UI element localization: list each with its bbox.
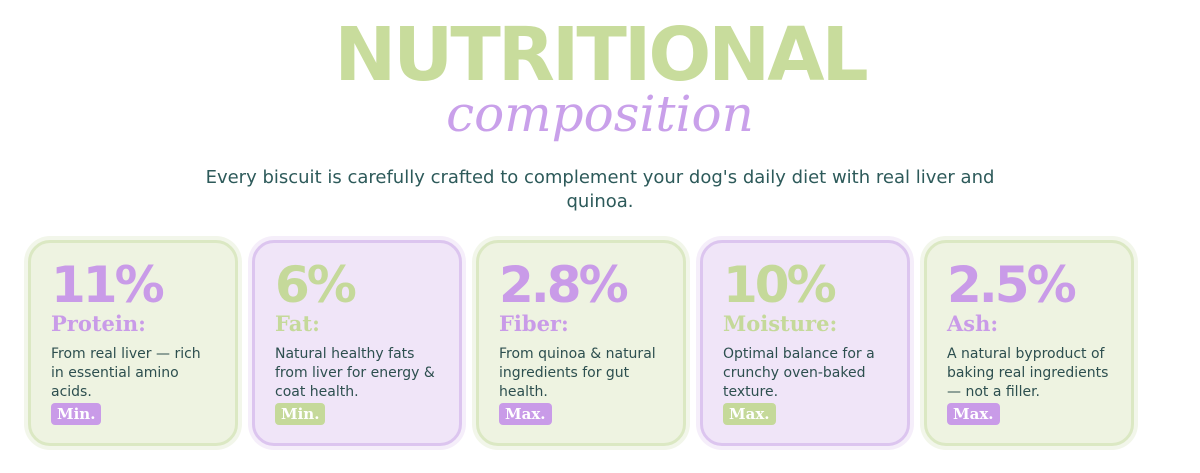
nutrient-value: 6% <box>275 256 357 314</box>
nutrient-card: 11% Protein: From real liver — rich in ess… <box>28 240 238 446</box>
subtitle: composition <box>446 85 754 143</box>
description: Every biscuit is carefully crafted to co… <box>205 167 995 212</box>
nutrient-card: 2.8% Fiber: From quinoa & natural ingredie… <box>476 240 686 446</box>
nutrient-badge: Max. <box>723 403 776 425</box>
nutrient-badge: Min. <box>275 403 326 425</box>
nutrient-label: Fiber: <box>499 311 569 336</box>
nutrient-badge: Max. <box>947 403 1000 425</box>
nutrient-label: Fat: <box>275 311 320 336</box>
nutrient-card: 6% Fat: Natural healthy fats from liver fo… <box>252 240 462 446</box>
cards: 11% Protein: From real liver — rich in ess… <box>28 240 1134 446</box>
nutrient-badge: Min. <box>51 403 102 425</box>
nutrient-text: From quinoa & natural ingredients for gu… <box>499 346 656 400</box>
nutrient-value: 2.8% <box>499 256 629 314</box>
nutrient-card: 10% Moisture: Optimal balance for a crunch… <box>700 240 910 446</box>
nutrient-label: Ash: <box>947 311 999 336</box>
title: NUTRITIONAL <box>334 12 868 98</box>
nutrient-text: A natural byproduct of baking real ingre… <box>947 346 1109 400</box>
nutrient-text: From real liver — rich in essential amin… <box>51 346 201 400</box>
nutrient-badge: Max. <box>499 403 552 425</box>
nutrient-value: 10% <box>723 256 837 314</box>
nutrient-label: Moisture: <box>723 311 838 336</box>
nutrient-value: 2.5% <box>947 256 1077 314</box>
nutrient-label: Protein: <box>51 311 146 336</box>
nutrient-text: Optimal balance for a crunchy oven-baked… <box>723 346 875 400</box>
nutrient-text: Natural healthy fats from liver for ener… <box>275 346 435 400</box>
nutrient-card: 2.5% Ash: A natural byproduct of baking re… <box>924 240 1134 446</box>
nutrient-value: 11% <box>51 256 165 314</box>
